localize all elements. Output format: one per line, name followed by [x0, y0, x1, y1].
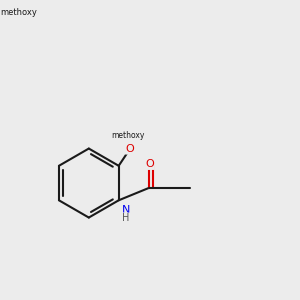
Text: O: O: [145, 159, 154, 170]
Text: N: N: [122, 205, 130, 214]
Text: O: O: [15, 8, 23, 18]
Text: methoxy: methoxy: [1, 8, 38, 17]
Text: methoxy: methoxy: [111, 131, 145, 140]
Text: O: O: [125, 144, 134, 154]
Text: H: H: [122, 213, 130, 223]
